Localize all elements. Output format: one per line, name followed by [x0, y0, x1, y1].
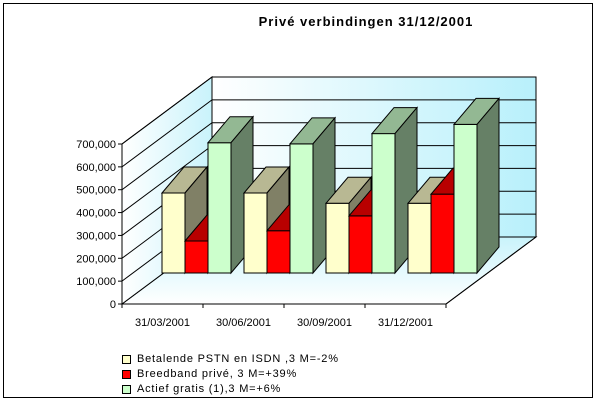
bar-front [407, 202, 432, 274]
y-tick-label: 300,000 [76, 230, 116, 242]
x-tick-label: 30/06/2001 [216, 317, 271, 329]
chart-frame: Privé verbindingen 31/12/2001 0 100,000 20… [3, 3, 593, 398]
gridline [121, 76, 536, 145]
legend-label-1: Breedband privé, 3 M=+39% [137, 368, 298, 380]
y-tick-label: 600,000 [76, 162, 116, 174]
y-axis: 0 100,000 200,000 300,000 400,000 500,000 600,… [76, 139, 122, 311]
legend-item-0: Betalende PSTN en ISDN ,3 M=-2% [122, 352, 339, 367]
bar-front [207, 142, 232, 274]
chart-svg: Privé verbindingen 31/12/2001 0 100,000 20… [76, 14, 538, 329]
x-tick-label: 30/09/2001 [297, 317, 352, 329]
bar-front [325, 202, 350, 274]
bar-side [476, 97, 500, 275]
y-tick-label: 400,000 [76, 208, 116, 220]
x-tick-label: 31/03/2001 [135, 317, 190, 329]
legend-swatch-0 [122, 355, 131, 364]
bar-front [348, 215, 373, 274]
y-tick-label: 700,000 [76, 139, 116, 151]
y-tick-label: 500,000 [76, 185, 116, 197]
legend: Betalende PSTN en ISDN ,3 M=-2% Breedban… [122, 352, 339, 397]
bar-front [184, 240, 209, 274]
bar-front [453, 123, 478, 274]
legend-label-2: Actief gratis (1),3 M=+6% [137, 383, 282, 395]
bar [370, 106, 419, 275]
x-tick-label: 31/12/2001 [378, 317, 433, 329]
y-tick-label: 0 [110, 299, 116, 311]
bar-front [371, 133, 396, 274]
bar-front [161, 192, 186, 274]
x-axis: 31/03/2001 30/06/2001 30/09/2001 31/12/2001 [121, 304, 447, 329]
legend-item-2: Actief gratis (1),3 M=+6% [122, 382, 339, 397]
gridline [121, 122, 536, 191]
bar-front [430, 193, 455, 274]
chart-bars [160, 97, 501, 275]
legend-swatch-2 [122, 385, 131, 394]
legend-item-1: Breedband privé, 3 M=+39% [122, 367, 339, 382]
gridline [121, 99, 536, 168]
floor-edge [445, 236, 537, 305]
bar [288, 116, 337, 275]
y-tick-label: 100,000 [76, 276, 116, 288]
bar-front [243, 192, 268, 274]
legend-label-0: Betalende PSTN en ISDN ,3 M=-2% [137, 353, 339, 365]
legend-swatch-1 [122, 370, 131, 379]
y-tick-label: 200,000 [76, 253, 116, 265]
chart-title: Privé verbindingen 31/12/2001 [259, 14, 474, 29]
bar [452, 97, 501, 275]
bar-front [266, 230, 291, 274]
bar-front [289, 143, 314, 274]
